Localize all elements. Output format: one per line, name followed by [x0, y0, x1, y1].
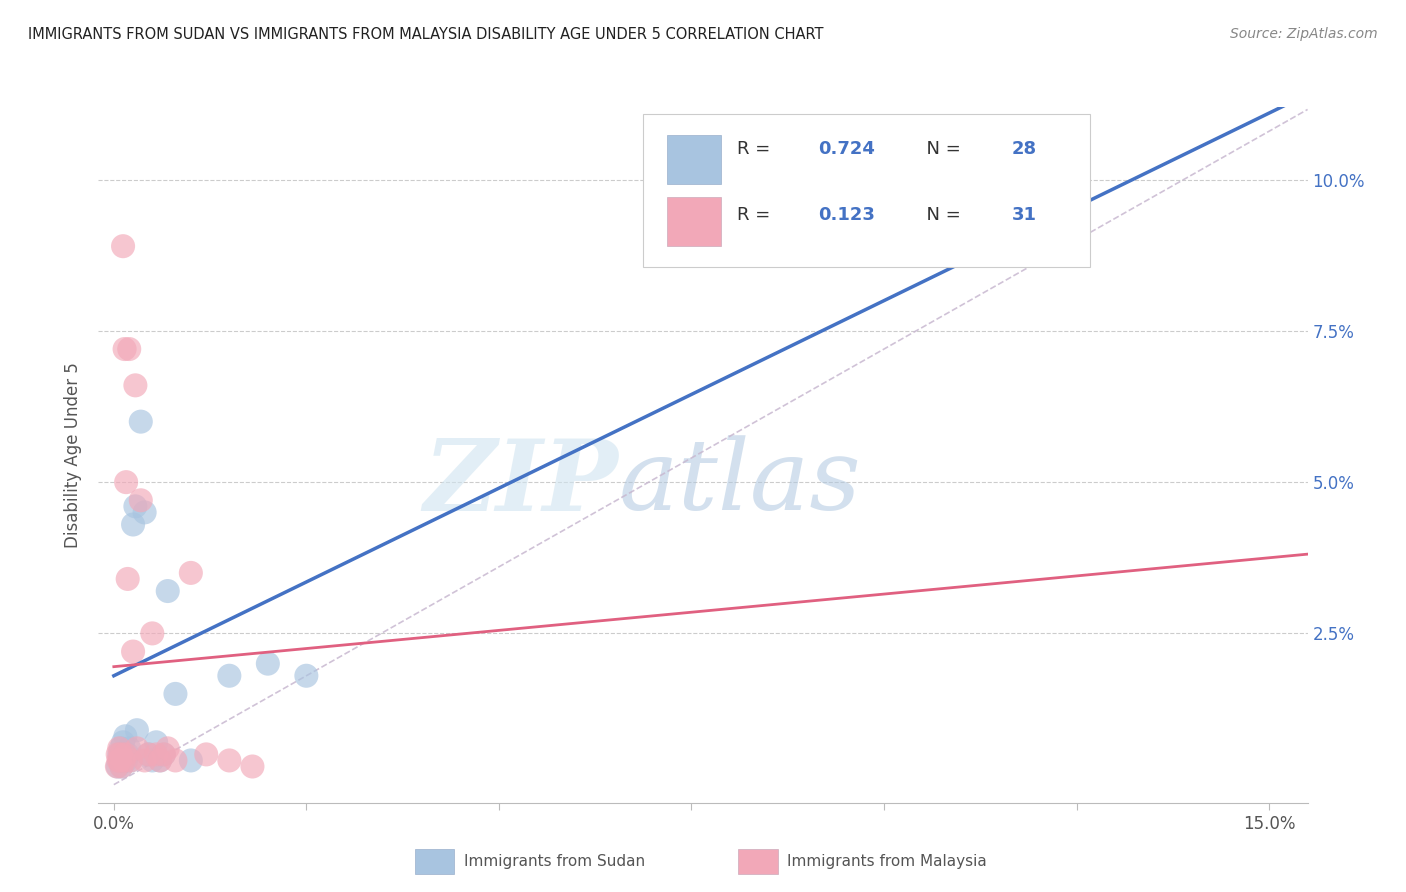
Point [156, 741, 179, 756]
Point [141, 626, 163, 640]
Point [118, 741, 141, 756]
Point [117, 747, 139, 762]
Point [165, 687, 187, 701]
Point [110, 759, 132, 773]
Y-axis label: Disability Age Under 5: Disability Age Under 5 [65, 362, 83, 548]
Point [153, 747, 176, 762]
Point [156, 584, 179, 599]
Text: R =: R = [737, 140, 776, 158]
Point [218, 669, 240, 683]
Point [124, 378, 146, 392]
Point [110, 747, 132, 762]
Point [108, 754, 131, 768]
Point [153, 747, 176, 762]
Point [125, 741, 148, 756]
Point [180, 754, 202, 768]
Point [145, 735, 167, 749]
Point [165, 754, 187, 768]
Point [145, 747, 167, 762]
Point [180, 566, 202, 580]
Text: 0.123: 0.123 [818, 206, 875, 224]
Point [122, 517, 145, 532]
Text: IMMIGRANTS FROM SUDAN VS IMMIGRANTS FROM MALAYSIA DISABILITY AGE UNDER 5 CORRELA: IMMIGRANTS FROM SUDAN VS IMMIGRANTS FROM… [28, 27, 824, 42]
Point [295, 669, 318, 683]
Point [107, 747, 129, 762]
Text: Immigrants from Malaysia: Immigrants from Malaysia [787, 855, 987, 869]
Point [149, 754, 172, 768]
Point [242, 759, 264, 773]
Text: Source: ZipAtlas.com: Source: ZipAtlas.com [1230, 27, 1378, 41]
Point [112, 754, 135, 768]
Point [138, 747, 160, 762]
Point [129, 415, 152, 429]
Text: 0.724: 0.724 [818, 140, 875, 158]
Point [108, 741, 131, 756]
Point [120, 754, 142, 768]
Point [218, 754, 240, 768]
Text: atlas: atlas [619, 435, 860, 531]
Point [108, 747, 131, 762]
Point [117, 572, 139, 586]
Point [124, 500, 146, 514]
Point [149, 754, 172, 768]
Point [141, 754, 163, 768]
Text: Immigrants from Sudan: Immigrants from Sudan [464, 855, 645, 869]
Text: R =: R = [737, 206, 776, 224]
Point [134, 505, 156, 519]
Text: 31: 31 [1011, 206, 1036, 224]
Text: N =: N = [915, 140, 966, 158]
Point [129, 493, 152, 508]
Point [114, 747, 136, 762]
Point [114, 747, 136, 762]
Point [110, 741, 132, 756]
Point [105, 759, 128, 773]
Point [110, 759, 132, 773]
Point [257, 657, 280, 671]
FancyBboxPatch shape [666, 197, 721, 246]
Point [112, 239, 135, 253]
Point [114, 342, 136, 356]
Point [115, 754, 138, 768]
Point [118, 342, 141, 356]
Point [112, 735, 135, 749]
Point [120, 754, 142, 768]
Point [112, 754, 135, 768]
Point [138, 747, 160, 762]
Text: 28: 28 [1011, 140, 1036, 158]
Point [195, 747, 218, 762]
Point [108, 754, 131, 768]
FancyBboxPatch shape [643, 114, 1090, 267]
Point [107, 754, 129, 768]
Point [134, 754, 156, 768]
Point [125, 723, 148, 738]
Point [718, 215, 741, 229]
Point [122, 644, 145, 658]
Point [115, 475, 138, 490]
Text: N =: N = [915, 206, 966, 224]
Point [107, 759, 129, 773]
Text: ZIP: ZIP [423, 434, 619, 531]
Point [114, 729, 136, 743]
FancyBboxPatch shape [666, 135, 721, 184]
